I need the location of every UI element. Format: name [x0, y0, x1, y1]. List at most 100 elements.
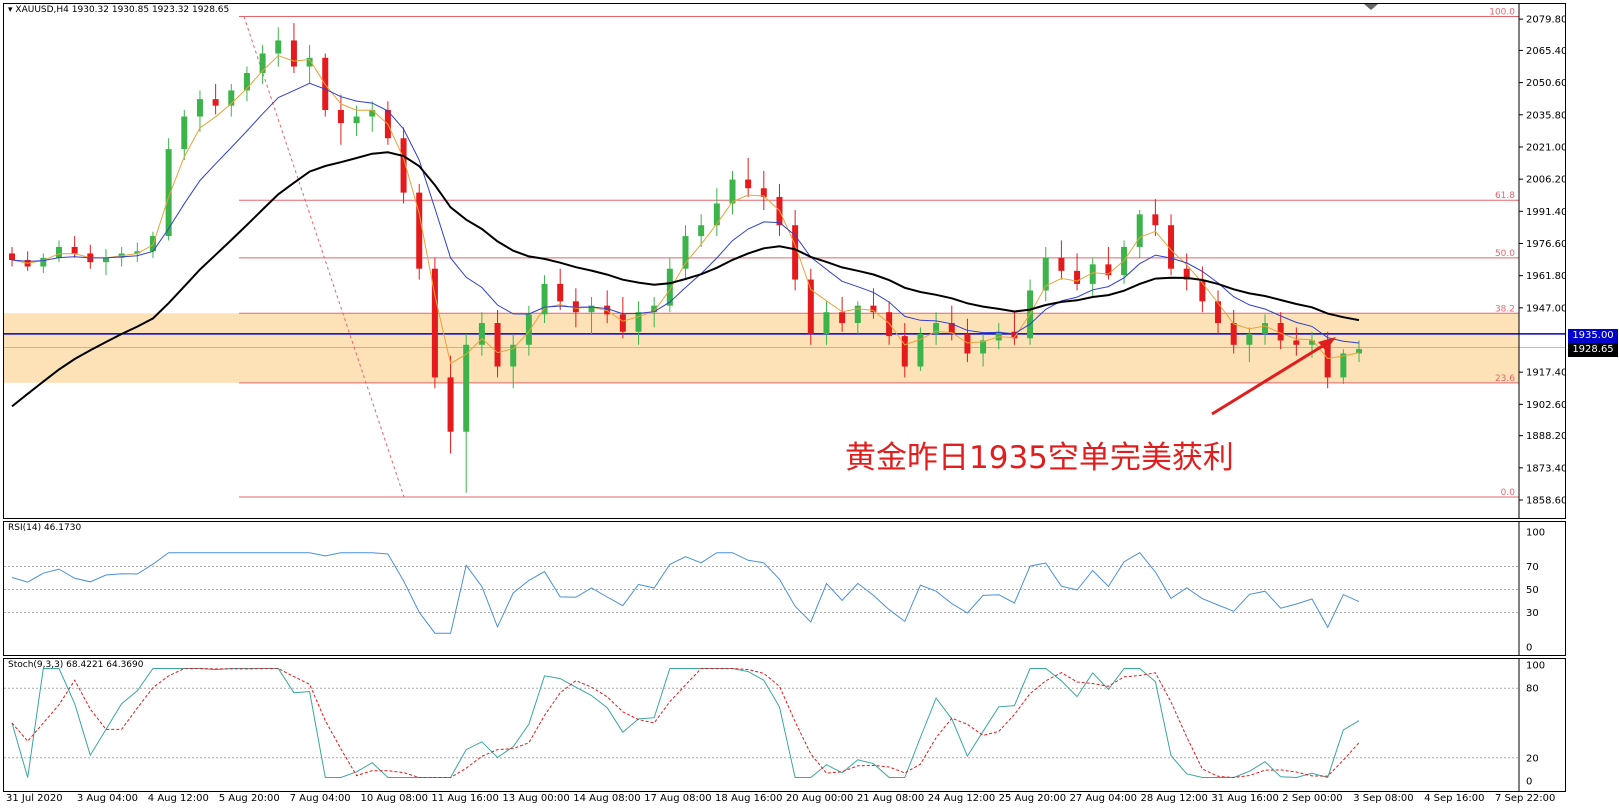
time-axis-label: 7 Aug 04:00	[289, 793, 351, 804]
price-chart-panel[interactable]: 100.0 61.8 50.0 38.2 23.6 0.0 2079.80 2065.40 20…	[3, 3, 1566, 519]
candle-body	[713, 203, 720, 226]
price-chart-svg[interactable]: 100.0 61.8 50.0 38.2 23.6 0.0 2079.80 2065.40 20…	[4, 4, 1565, 518]
candle-body	[823, 312, 830, 334]
rsi-line	[11, 552, 1360, 634]
candle-body	[729, 179, 736, 204]
price-tick-label: 1976.60	[1526, 239, 1565, 250]
price-tick-label: 2079.80	[1526, 15, 1565, 26]
stoch-panel[interactable]: 100 80 20 0 Stoch(9,3,3) 68.4221 64.3690	[3, 658, 1566, 792]
stoch-tick-label: 80	[1526, 684, 1539, 695]
fib-level-label: 61.8	[1495, 191, 1515, 201]
stoch-tick-label: 0	[1526, 777, 1532, 788]
candle-body	[980, 340, 987, 354]
candle-body	[525, 314, 532, 345]
candle-body	[400, 138, 407, 193]
candle-body	[212, 99, 219, 106]
candle-body	[1011, 331, 1018, 339]
candle-body	[933, 323, 940, 334]
candle-body	[901, 336, 908, 367]
candle-body	[1105, 264, 1112, 276]
annotation-text: 黄金昨日1935空单完美获利	[845, 440, 1234, 476]
rsi-label: RSI(14) 46.1730	[8, 523, 82, 533]
candle-body	[854, 305, 861, 324]
annotation-arrow-head	[1318, 337, 1336, 351]
candle-body	[1199, 279, 1206, 302]
candle-body	[478, 323, 485, 345]
time-axis-label: 24 Aug 12:00	[927, 793, 996, 804]
candle-body	[337, 110, 344, 124]
time-axis-label: 13 Aug 00:00	[502, 793, 570, 804]
stoch-chart-svg[interactable]: 100 80 20 0	[4, 659, 1565, 791]
time-axis-label: 25 Aug 20:00	[998, 793, 1067, 804]
stoch-label: Stoch(9,3,3) 68.4221 64.3690	[8, 660, 144, 670]
candle-body	[1230, 323, 1237, 345]
stoch-main-line	[11, 668, 1360, 779]
candle-body	[1042, 257, 1049, 291]
price-tick-label: 1858.60	[1526, 496, 1565, 507]
candle-body	[494, 323, 501, 367]
candle-body	[1293, 340, 1300, 345]
candle-body	[604, 305, 611, 315]
rsi-tick-label: 70	[1526, 562, 1539, 573]
candle-body	[369, 110, 376, 117]
candle-body	[1262, 323, 1269, 334]
candle-body	[807, 279, 814, 334]
price-tick-label: 1947.00	[1526, 303, 1565, 314]
time-axis-label: 11 Aug 16:00	[431, 793, 499, 804]
candle-body	[1058, 257, 1065, 271]
time-axis-label: 5 Aug 20:00	[218, 793, 280, 804]
price-tick-label: 1917.40	[1526, 368, 1565, 379]
stoch-tick-label: 100	[1526, 661, 1545, 672]
annotation-arrow	[1211, 340, 1330, 416]
candle-body	[243, 73, 250, 91]
scroll-marker-icon	[1364, 4, 1378, 10]
rsi-panel[interactable]: 100 70 50 30 0 RSI(14) 46.1730	[3, 521, 1566, 656]
current-price-tag: 1928.65	[1568, 343, 1618, 357]
time-axis-label: 4 Sep 16:00	[1424, 793, 1485, 804]
time-axis-label: 4 Aug 12:00	[147, 793, 209, 804]
candle-body	[1074, 270, 1081, 284]
candle-body	[995, 331, 1002, 341]
price-tick-label: 2006.20	[1526, 175, 1565, 186]
ma-fast-line	[11, 55, 1360, 365]
candle-body	[1152, 214, 1159, 226]
price-tick-label: 2035.80	[1526, 110, 1565, 121]
fib-level-label: 0.0	[1501, 488, 1516, 498]
price-tick-label: 2021.00	[1526, 142, 1565, 153]
fib-level-label: 100.0	[1489, 8, 1515, 18]
stoch-tick-label: 20	[1526, 753, 1539, 764]
rsi-tick-label: 0	[1526, 643, 1532, 654]
candle-body	[541, 283, 548, 315]
dropdown-triangle-icon[interactable]: ▾	[8, 5, 13, 15]
candle-body	[353, 116, 360, 124]
candle-body	[588, 305, 595, 313]
candle-body	[698, 225, 705, 237]
candle-body	[619, 314, 626, 332]
candle-body	[134, 251, 141, 254]
candle-body	[1356, 349, 1362, 354]
candle-body	[1168, 225, 1175, 269]
ma-slow-line	[11, 151, 1360, 408]
candle-body	[1136, 214, 1143, 247]
candle-body	[1183, 268, 1190, 280]
candle-body	[682, 236, 689, 269]
candle-body	[760, 188, 767, 197]
time-axis-label: 20 Aug 00:00	[785, 793, 854, 804]
candle-body	[55, 246, 62, 258]
time-axis-label: 2 Sep 00:00	[1282, 793, 1343, 804]
candle-body	[181, 116, 188, 150]
candle-body	[651, 305, 658, 313]
ohlc-values: 1930.32 1930.85 1923.32 1928.65	[71, 5, 230, 15]
rsi-tick-label: 100	[1526, 528, 1545, 539]
fib-level-label: 38.2	[1495, 304, 1515, 314]
symbol-label: XAUUSD,H4	[15, 5, 69, 15]
candle-body	[447, 377, 454, 432]
stoch-signal-line	[11, 668, 1360, 779]
time-axis-label: 18 Aug 16:00	[715, 793, 783, 804]
time-axis-label: 27 Aug 04:00	[1069, 793, 1137, 804]
candle-body	[71, 246, 78, 254]
price-tick-label: 1991.40	[1526, 207, 1565, 218]
candle-body	[1340, 353, 1347, 378]
candle-body	[306, 57, 313, 67]
rsi-chart-svg[interactable]: 100 70 50 30 0	[4, 522, 1565, 655]
